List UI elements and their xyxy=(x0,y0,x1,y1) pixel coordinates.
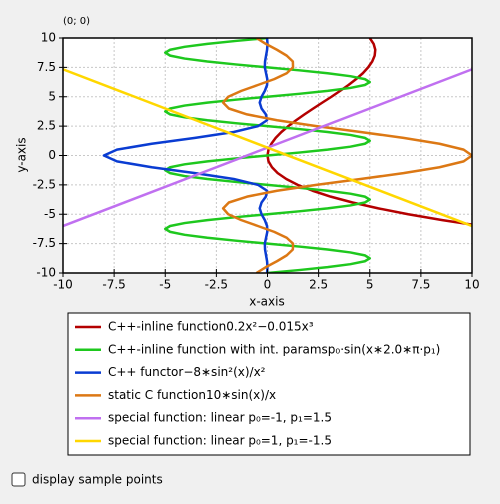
x-tick-label: -7.5 xyxy=(102,278,125,292)
legend-label: static C function10∗sin(x)/x xyxy=(108,388,276,402)
y-tick-label: 2.5 xyxy=(37,119,56,133)
y-tick-label: -2.5 xyxy=(33,177,56,191)
y-tick-label: 0 xyxy=(48,148,56,162)
checkbox-label[interactable]: display sample points xyxy=(32,473,163,487)
x-tick-label: 0 xyxy=(264,278,272,292)
x-tick-label: 7.5 xyxy=(411,278,430,292)
plot-title: (0; 0) xyxy=(63,16,90,27)
x-tick-label: 5 xyxy=(366,278,374,292)
x-tick-label: -10 xyxy=(53,278,73,292)
x-tick-label: 2.5 xyxy=(309,278,328,292)
checkbox[interactable] xyxy=(12,473,25,486)
x-tick-label: -5 xyxy=(159,278,171,292)
x-tick-label: 10 xyxy=(464,278,479,292)
y-tick-label: 10 xyxy=(41,31,56,45)
legend-label: C++-inline function with int. paramsp₀·s… xyxy=(108,342,440,356)
y-tick-label: -10 xyxy=(36,266,56,280)
y-tick-label: 7.5 xyxy=(37,60,56,74)
x-tick-label: -2.5 xyxy=(205,278,228,292)
y-tick-label: -7.5 xyxy=(33,236,56,250)
legend-label: special function: linear p₀=-1, p₁=1.5 xyxy=(108,411,332,425)
y-tick-label: -5 xyxy=(44,207,56,221)
y-axis-label: y-axis xyxy=(15,137,29,172)
x-axis-label: x-axis xyxy=(249,295,284,309)
legend-label: special function: linear p₀=1, p₁=-1.5 xyxy=(108,434,332,448)
legend-label: C++-inline function0.2x²−0.015x³ xyxy=(108,320,314,334)
y-tick-label: 5 xyxy=(48,89,56,103)
legend-label: C++ functor−8∗sin²(x)/x² xyxy=(108,365,266,379)
